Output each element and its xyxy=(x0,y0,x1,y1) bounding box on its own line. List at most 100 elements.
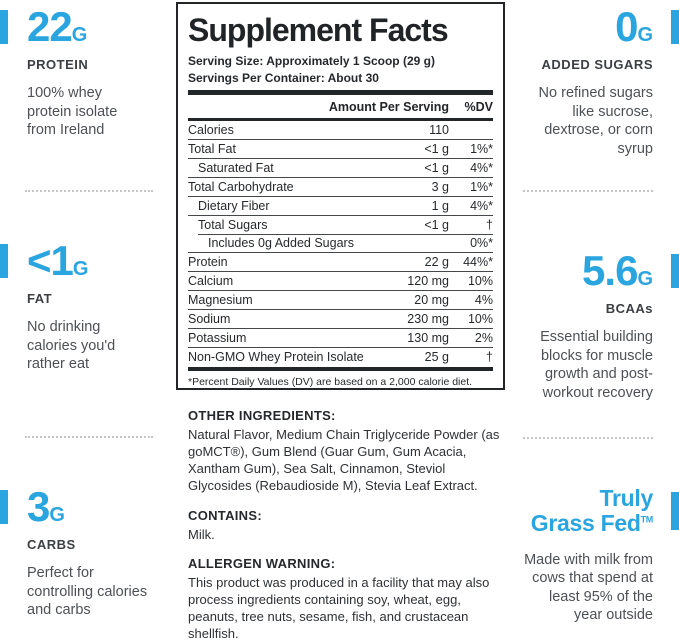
nutrient-dv: † xyxy=(486,218,493,232)
stat-unit: G xyxy=(71,24,88,46)
bcaas-label: BCAAs xyxy=(605,301,653,316)
bcaas-value: 5.6G xyxy=(511,250,653,292)
nutrient-dv: 0%* xyxy=(470,236,493,250)
nutrient-amount: 20 mg xyxy=(414,293,449,307)
nutrient-row-dietary-fiber: Dietary Fiber 1 g 4%* xyxy=(188,196,493,215)
nutrient-dv: 10% xyxy=(467,274,493,288)
nutrient-row-calories: Calories 110 xyxy=(188,121,493,139)
dotted-divider xyxy=(25,436,153,438)
accent-bar xyxy=(671,254,679,288)
nutrient-amount: 1 g xyxy=(431,199,449,213)
nutrient-row-magnesium: Magnesium 20 mg 4% xyxy=(188,290,493,309)
nutrient-dv: 4%* xyxy=(470,199,493,213)
dv-header: %DV xyxy=(464,100,493,114)
accent-bar xyxy=(671,10,679,44)
nutrient-name: Non-GMO Whey Protein Isolate xyxy=(188,350,364,364)
nutrient-dv: 4%* xyxy=(470,161,493,175)
nutrient-row-added-sugars: Includes 0g Added Sugars 0%* xyxy=(188,234,493,252)
allergen-warning-text: This product was produced in a facility … xyxy=(188,574,490,642)
bcaas-stat: 5.6G BCAAs Essential building blocks for… xyxy=(511,250,679,402)
carbs-label: CARBS xyxy=(27,537,76,552)
other-ingredients-text: Natural Flavor, Medium Chain Triglycerid… xyxy=(188,427,500,494)
nutrient-dv: 10% xyxy=(467,312,493,326)
nutrient-name: Total Sugars xyxy=(198,218,268,232)
nutrient-amount: 230 mg xyxy=(407,312,449,326)
nutrient-amount: <1 g xyxy=(424,218,449,232)
dotted-divider xyxy=(523,437,653,439)
fat-value: <1G xyxy=(27,240,168,282)
nutrient-row-saturated-fat: Saturated Fat <1 g 4%* xyxy=(188,158,493,177)
supplement-facts-panel: Supplement Facts Serving Size: Approxima… xyxy=(176,2,505,390)
nutrient-dv: 4% xyxy=(474,293,493,307)
nutrient-name: Includes 0g Added Sugars xyxy=(208,236,354,250)
nutrient-row-total-sugars: Total Sugars <1 g † xyxy=(188,215,493,234)
stat-unit: G xyxy=(637,24,653,46)
nutrient-name: Potassium xyxy=(188,331,247,345)
grass-fed-line1: Truly xyxy=(599,485,654,511)
nutrient-amount: 25 g xyxy=(424,350,449,364)
nutrient-name: Magnesium xyxy=(188,293,253,307)
nutrient-name: Protein xyxy=(188,255,228,269)
other-ingredients-heading: OTHER INGREDIENTS: xyxy=(188,408,336,423)
grass-fed-stat: Truly Grass FedTM Made with milk from co… xyxy=(511,485,679,625)
amount-per-serving-header: Amount Per Serving xyxy=(328,100,449,114)
nutrient-amount: <1 g xyxy=(424,161,449,175)
fat-description: No drinking calories you'd rather eat xyxy=(27,319,116,373)
nutrition-table: Calories 110 Total Fat <1 g 1%* Saturated F… xyxy=(188,121,493,366)
nutrient-name: Total Fat xyxy=(188,142,236,156)
nutrient-dv: 1%* xyxy=(470,142,493,156)
nutrient-name: Calories xyxy=(188,123,234,137)
dotted-divider xyxy=(25,190,153,192)
fat-label: FAT xyxy=(27,291,53,306)
nutrient-row-whey-isolate: Non-GMO Whey Protein Isolate 25 g † xyxy=(188,347,493,366)
grass-fed-description: Made with milk from cows that spend at l… xyxy=(524,551,653,624)
stat-number: <1 xyxy=(27,237,74,284)
added-sugars-description: No refined sugars like sucrose, dextrose… xyxy=(538,85,653,157)
protein-label: PROTEIN xyxy=(27,57,89,72)
nutrient-dv: 1%* xyxy=(470,180,493,194)
carbs-description: Perfect for controlling calories and car… xyxy=(27,565,148,619)
nutrient-amount: 22 g xyxy=(424,255,449,269)
servings-per-container: Servings Per Container: About 30 xyxy=(188,71,379,85)
added-sugars-value: 0G xyxy=(511,6,653,48)
nutrient-row-protein: Protein 22 g 44%* xyxy=(188,252,493,271)
nutrient-row-sodium: Sodium 230 mg 10% xyxy=(188,309,493,328)
nutrient-name: Sodium xyxy=(188,312,231,326)
thick-rule xyxy=(188,90,493,95)
panel-title: Supplement Facts xyxy=(188,12,449,48)
added-sugars-label: ADDED SUGARS xyxy=(541,57,653,72)
nutrient-dv: † xyxy=(486,350,493,364)
bcaas-description: Essential building blocks for muscle gro… xyxy=(540,329,653,401)
nutrient-amount: 3 g xyxy=(431,180,449,194)
stat-number: 0 xyxy=(615,3,638,50)
nutrient-amount: 120 mg xyxy=(407,274,449,288)
nutrient-amount: <1 g xyxy=(424,142,449,156)
protein-stat: 22G PROTEIN 100% whey protein isolate fr… xyxy=(0,6,168,140)
stat-unit: G xyxy=(72,258,89,280)
nutrient-row-total-carbohydrate: Total Carbohydrate 3 g 1%* xyxy=(188,177,493,196)
stat-number: 5.6 xyxy=(582,247,638,294)
stat-number: 22 xyxy=(27,3,73,50)
protein-value: 22G xyxy=(27,6,168,48)
added-sugars-stat: 0G ADDED SUGARS No refined sugars like s… xyxy=(511,6,679,158)
stat-unit: G xyxy=(49,504,65,526)
nutrient-amount: 130 mg xyxy=(407,331,449,345)
footnote-dv: *Percent Daily Values (DV) are based on … xyxy=(188,376,473,388)
nutrient-dv: 2% xyxy=(474,331,493,345)
accent-bar xyxy=(0,490,8,524)
footnotes: *Percent Daily Values (DV) are based on … xyxy=(188,367,493,388)
serving-size: Serving Size: Approximately 1 Scoop (29 … xyxy=(188,54,435,68)
dotted-divider xyxy=(523,190,653,192)
accent-bar xyxy=(671,492,679,530)
carbs-stat: 3G CARBS Perfect for controlling calorie… xyxy=(0,486,168,620)
accent-bar xyxy=(0,244,8,278)
contains-text: Milk. xyxy=(188,526,215,542)
nutrient-dv: 44%* xyxy=(463,255,493,269)
nutrient-name: Calcium xyxy=(188,274,234,288)
fat-stat: <1G FAT No drinking calories you'd rathe… xyxy=(0,240,168,374)
accent-bar xyxy=(0,10,8,44)
right-stat-column: 0G ADDED SUGARS No refined sugars like s… xyxy=(511,0,679,623)
allergen-warning-heading: ALLERGEN WARNING: xyxy=(188,555,336,571)
trademark-symbol: TM xyxy=(640,514,654,525)
left-stat-column: 22G PROTEIN 100% whey protein isolate fr… xyxy=(0,0,168,619)
